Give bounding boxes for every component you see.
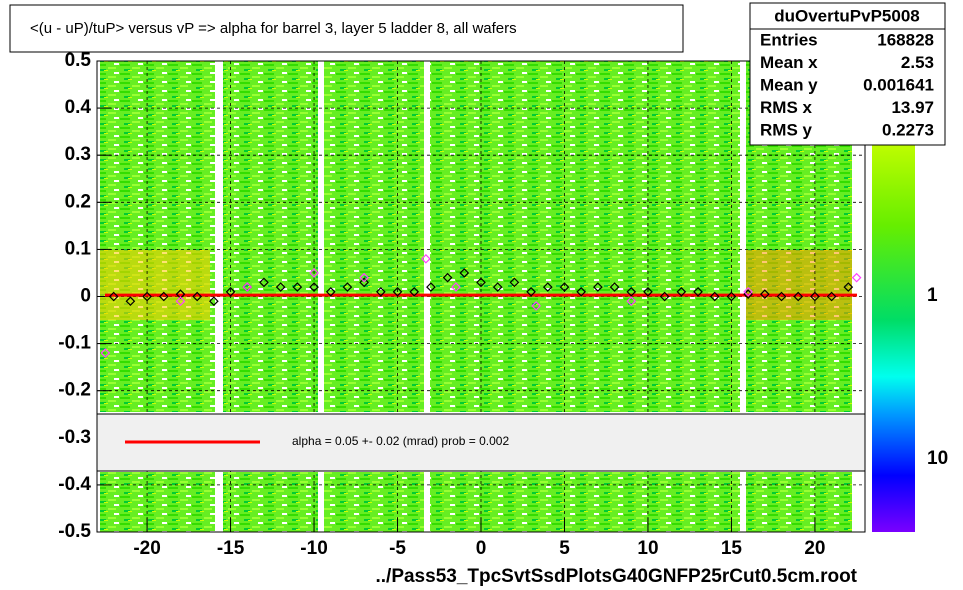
y-tick-label: 0.5 <box>65 50 92 71</box>
profile-point <box>359 272 369 283</box>
stats-box <box>749 2 946 146</box>
profile-point <box>426 282 436 292</box>
profile-point <box>100 348 111 358</box>
profile-point <box>593 282 603 292</box>
stats-value: 13.97 <box>891 98 934 117</box>
colorbar-label: 1 <box>927 285 938 306</box>
profile-point <box>309 282 319 292</box>
profile-point <box>709 291 720 302</box>
x-axis-label: ../Pass53_TpcSvtSsdPlotsG40GNFP25rCut0.5… <box>375 566 857 587</box>
profile-point <box>693 286 703 297</box>
y-tick-label: -0.2 <box>58 380 91 401</box>
profile-point <box>793 291 804 302</box>
profile-point <box>142 291 152 302</box>
profile-point <box>676 286 687 297</box>
x-tick-label: 15 <box>721 538 743 559</box>
x-tick-label: -15 <box>217 538 245 559</box>
stats-value: 0.2273 <box>882 120 934 139</box>
profile-point <box>451 282 461 292</box>
profile-point <box>309 268 319 278</box>
y-tick-label: -0.3 <box>58 427 91 448</box>
profile-point <box>359 277 369 288</box>
profile-point <box>609 282 620 292</box>
profile-point <box>175 289 186 299</box>
profile-point <box>225 286 236 297</box>
y-tick-label: -0.4 <box>58 474 91 495</box>
profile-point <box>409 286 420 297</box>
y-tick-label: 0.4 <box>65 97 92 118</box>
stats-value: 168828 <box>877 30 934 49</box>
profile-point <box>659 291 670 302</box>
profile-point <box>626 296 637 307</box>
profile-point <box>442 272 453 283</box>
profile-point <box>526 286 536 297</box>
profile-point <box>292 282 303 292</box>
profile-point <box>342 282 353 292</box>
profile-point <box>209 296 219 307</box>
profile-point <box>843 282 854 292</box>
profile-point <box>125 296 136 307</box>
profile-point <box>626 286 637 297</box>
x-tick-label: -20 <box>133 538 160 559</box>
x-tick-label: -10 <box>300 538 327 559</box>
stats-label: RMS y <box>760 120 813 139</box>
stats-value: 2.53 <box>901 53 934 72</box>
profile-point <box>810 291 820 302</box>
y-tick-label: 0 <box>80 286 91 307</box>
x-tick-label: -5 <box>389 538 406 559</box>
profile-point <box>851 272 862 283</box>
profile-point <box>531 301 541 311</box>
profile-point <box>108 291 119 302</box>
y-tick-label: -0.1 <box>58 333 91 354</box>
profile-point <box>576 286 587 297</box>
profile-point <box>175 296 186 307</box>
profile-point <box>476 277 486 288</box>
stats-name: duOvertuPvP5008 <box>774 6 920 25</box>
profile-point <box>492 282 503 292</box>
fit-legend-text: alpha = 0.05 +- 0.02 (mrad) prob = 0.002 <box>292 434 509 448</box>
profile-point <box>392 286 403 297</box>
chart-title: <(u - uP)/tuP> versus vP => alpha for ba… <box>30 20 517 37</box>
stats-label: Mean x <box>760 53 818 72</box>
profile-point <box>542 282 553 292</box>
profile-point <box>325 286 336 297</box>
profile-point <box>459 268 470 278</box>
profile-point <box>375 286 386 297</box>
profile-point <box>726 291 737 302</box>
profile-point <box>826 291 837 302</box>
colorbar-label: 10 <box>927 448 948 469</box>
title-box <box>9 4 684 53</box>
profile-point <box>242 282 253 292</box>
profile-point <box>421 253 431 264</box>
stats-label: Entries <box>760 30 818 49</box>
profile-point <box>509 277 520 288</box>
profile-point <box>776 291 787 302</box>
y-tick-label: 0.3 <box>65 144 91 165</box>
profile-point <box>643 286 653 297</box>
y-tick-label: -0.5 <box>58 521 91 542</box>
profile-point <box>158 291 169 302</box>
profile-point <box>192 291 203 302</box>
profile-point <box>743 286 753 297</box>
profile-point <box>275 282 286 292</box>
stats-value: 0.001641 <box>863 75 934 94</box>
profile-point <box>759 289 770 299</box>
y-tick-label: 0.1 <box>65 238 92 259</box>
stats-label: Mean y <box>760 75 818 94</box>
profile-point <box>259 277 269 288</box>
x-tick-label: 0 <box>476 538 487 559</box>
x-tick-label: 10 <box>637 538 658 559</box>
profile-point <box>559 282 570 292</box>
x-tick-label: 20 <box>804 538 825 559</box>
stats-label: RMS x <box>760 98 813 117</box>
x-tick-label: 5 <box>559 538 570 559</box>
y-tick-label: 0.2 <box>65 191 91 212</box>
